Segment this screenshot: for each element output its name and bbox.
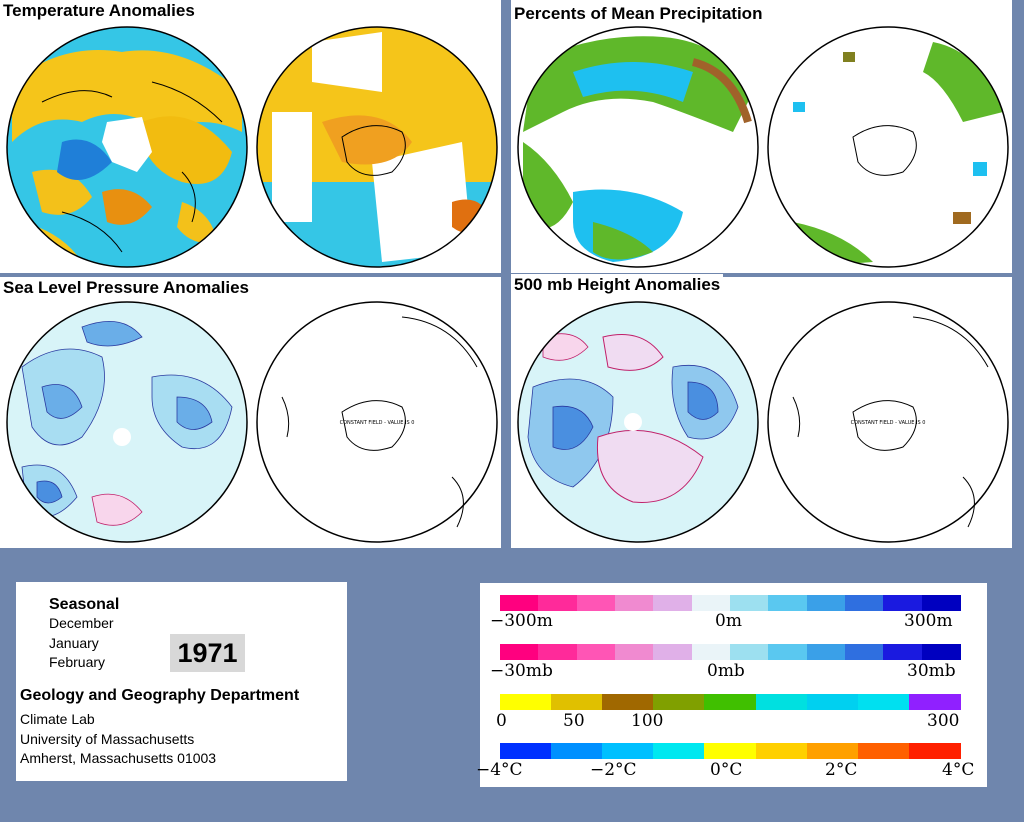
pressure-colorbar-swatch [883,644,923,660]
seasonal-label: Seasonal [49,596,120,613]
temp-label-0: 0°C [710,760,743,780]
precip-label-50: 50 [563,711,585,731]
lab-label: Climate Lab [20,711,95,727]
height-colorbar-swatch [576,595,616,611]
height-colorbar-swatch [883,595,923,611]
height-nh-globe [517,301,759,543]
height-constant-field-label: CONSTANT FIELD - VALUE IS 0 [851,420,926,426]
temp-label-m4: −4°C [476,760,523,780]
height-colorbar-swatch [921,595,961,611]
temp-label-4: 4°C [942,760,975,780]
height-colorbar-swatch [806,595,846,611]
precipitation-title: Percents of Mean Precipitation [511,3,766,25]
pressure-colorbar [500,644,961,660]
pressure-colorbar-swatch [806,644,846,660]
precip-label-0: 0 [496,711,507,731]
precipitation-panel [511,0,1012,273]
temperature-colorbar-swatch [806,743,859,759]
department-label: Geology and Geography Department [20,687,300,704]
precip-colorbar-swatch [653,694,706,710]
pressure-colorbar-swatch [653,644,693,660]
precip-colorbar-swatch [704,694,757,710]
height-label-min: −300m [490,611,553,631]
color-legend: −300m 0m 300m −30mb 0mb 30mb 0 50 100 30… [476,583,987,787]
temperature-colorbar-swatch [653,743,706,759]
precipitation-sh-globe [767,26,1009,268]
pressure-colorbar-swatch [730,644,770,660]
precip-colorbar [500,694,961,710]
university-label: University of Massachusetts [20,731,195,747]
temperature-colorbar-swatch [704,743,757,759]
precip-colorbar-swatch [551,694,604,710]
pressure-colorbar-swatch [538,644,578,660]
pressure-colorbar-swatch [921,644,961,660]
precip-colorbar-swatch [857,694,910,710]
slp-constant-field-label: CONSTANT FIELD - VALUE IS 0 [340,420,415,426]
slp-sh-globe: CONSTANT FIELD - VALUE IS 0 [256,301,498,543]
pressure-label-min: −30mb [490,661,553,681]
temperature-sh-globe [256,26,498,268]
temperature-colorbar-swatch [551,743,604,759]
height-label-max: 300m [904,611,953,631]
height-colorbar-swatch [615,595,655,611]
pressure-label-max: 30mb [907,661,956,681]
temp-label-2: 2°C [825,760,858,780]
month-3: February [49,654,106,670]
precipitation-nh-globe [517,26,759,268]
height-colorbar-swatch [691,595,731,611]
month-1: December [49,615,114,631]
precip-label-100: 100 [631,711,664,731]
precip-colorbar-swatch [908,694,961,710]
pressure-colorbar-swatch [500,644,540,660]
temperature-nh-globe [6,26,248,268]
temperature-colorbar [500,743,961,759]
temperature-colorbar-swatch [500,743,553,759]
temperature-colorbar-swatch [602,743,655,759]
height-sh-globe: CONSTANT FIELD - VALUE IS 0 [767,301,1009,543]
height-colorbar-swatch [768,595,808,611]
height-colorbar-swatch [730,595,770,611]
temperature-colorbar-swatch [755,743,808,759]
height-title: 500 mb Height Anomalies [511,274,724,296]
sea-level-pressure-panel: CONSTANT FIELD - VALUE IS 0 [0,277,501,548]
precip-colorbar-swatch [500,694,553,710]
slp-title: Sea Level Pressure Anomalies [0,277,253,299]
height-colorbar-swatch [538,595,578,611]
height-colorbar-swatch [500,595,540,611]
pressure-colorbar-swatch [576,644,616,660]
height-colorbar-swatch [845,595,885,611]
precip-colorbar-swatch [806,694,859,710]
precip-label-300: 300 [927,711,960,731]
height-colorbar-swatch [653,595,693,611]
year-badge: 1971 [170,634,245,672]
slp-nh-globe [6,301,248,543]
temp-label-m2: −2°C [590,760,637,780]
precip-colorbar-swatch [755,694,808,710]
pressure-label-mid: 0mb [707,661,745,681]
pressure-colorbar-swatch [691,644,731,660]
height-label-mid: 0m [715,611,742,631]
address-label: Amherst, Massachusetts 01003 [20,750,217,766]
temperature-colorbar-swatch [857,743,910,759]
temperature-title: Temperature Anomalies [0,0,198,22]
pressure-colorbar-swatch [615,644,655,660]
temperature-colorbar-swatch [908,743,961,759]
pressure-colorbar-swatch [768,644,808,660]
month-2: January [49,635,99,651]
temperature-panel [0,0,501,273]
height-colorbar [500,595,961,611]
height-500mb-panel: CONSTANT FIELD - VALUE IS 0 [511,277,1012,548]
precip-colorbar-swatch [602,694,655,710]
info-box: Seasonal December January February 1971 … [16,582,347,781]
pressure-colorbar-swatch [845,644,885,660]
